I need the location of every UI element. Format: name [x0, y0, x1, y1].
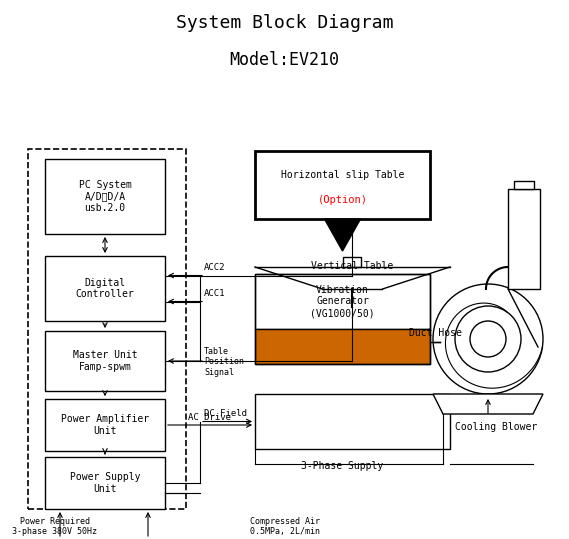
Text: Vibration
Generator
(VG1000/50): Vibration Generator (VG1000/50) [310, 285, 375, 318]
Bar [45, 331, 165, 391]
Bar [344, 257, 361, 267]
Text: Vertical Table: Vertical Table [311, 261, 394, 271]
Text: System Block Diagram: System Block Diagram [176, 15, 393, 32]
Bar [45, 256, 165, 321]
Polygon shape [433, 394, 543, 414]
Bar [45, 457, 165, 509]
Text: DC Field: DC Field [204, 410, 247, 418]
Bar [255, 274, 430, 329]
Text: Power Required
3-phase 380V 50Hz: Power Required 3-phase 380V 50Hz [13, 517, 97, 536]
Text: Master Unit
Famp-spwm: Master Unit Famp-spwm [73, 350, 137, 372]
Bar [28, 149, 186, 509]
Bar [255, 329, 430, 364]
Polygon shape [324, 219, 361, 251]
Text: Power Supply
Unit: Power Supply Unit [70, 472, 140, 494]
Text: Power Amplifier
Unit: Power Amplifier Unit [61, 414, 149, 436]
Bar [514, 181, 534, 189]
Text: PC System
A/D、D/A
usb.2.0: PC System A/D、D/A usb.2.0 [79, 180, 131, 213]
Text: Model:EV210: Model:EV210 [229, 51, 340, 69]
Text: ACC2: ACC2 [204, 264, 225, 273]
Bar [255, 274, 430, 364]
Text: Digital
Controller: Digital Controller [76, 278, 134, 299]
Bar [255, 151, 430, 219]
Text: ACC1: ACC1 [204, 289, 225, 299]
Text: Duct Hose: Duct Hose [409, 328, 461, 338]
Text: Compressed Air
0.5MPa, 2L/min: Compressed Air 0.5MPa, 2L/min [250, 517, 320, 536]
Text: (Option): (Option) [318, 195, 368, 205]
Bar [45, 159, 165, 234]
Text: Table
Position
Signal: Table Position Signal [204, 347, 244, 377]
Text: Cooling Blower: Cooling Blower [455, 422, 537, 432]
Text: AC Drive: AC Drive [188, 413, 232, 422]
Bar [45, 399, 165, 451]
Text: Horizontal slip Table: Horizontal slip Table [281, 170, 404, 180]
Text: 3-Phase Supply: 3-Phase Supply [302, 461, 384, 471]
Bar [255, 394, 450, 449]
Bar [508, 189, 540, 289]
